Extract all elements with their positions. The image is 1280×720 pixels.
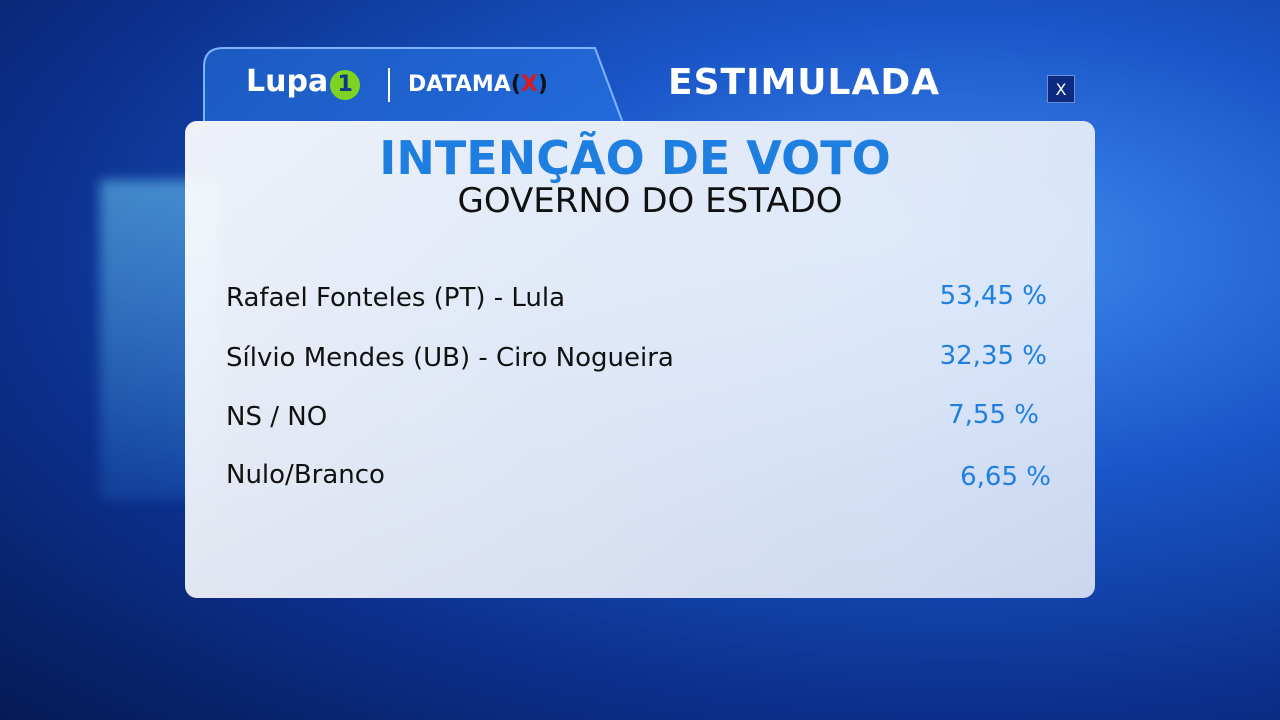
tab-label: ESTIMULADA: [668, 62, 941, 103]
panel-title: INTENÇÃO DE VOTO: [379, 131, 891, 185]
candidate-name: Rafael Fonteles (PT) - Lula: [226, 283, 566, 313]
candidate-name: Sílvio Mendes (UB) - Ciro Nogueira: [226, 343, 674, 373]
brand: Lupa 1: [246, 64, 361, 100]
vote-percentage: 6,65 %: [960, 462, 1051, 492]
partner: DATAMA(X): [408, 72, 548, 97]
separator: [388, 68, 390, 102]
candidate-name: NS / NO: [226, 402, 328, 432]
partner-paren: (: [510, 72, 521, 97]
results-panel: INTENÇÃO DE VOTO GOVERNO DO ESTADO Rafae…: [185, 121, 1095, 598]
partner-name: DATAMA: [408, 72, 511, 97]
vote-percentage: 7,55 %: [948, 400, 1039, 430]
vote-percentage: 32,35 %: [939, 341, 1047, 371]
tab-shape: [203, 47, 625, 127]
brand-name: Lupa: [246, 64, 329, 99]
close-button[interactable]: X: [1047, 75, 1075, 103]
brand-badge: 1: [330, 70, 361, 100]
partner-paren: ): [537, 72, 548, 97]
panel-subtitle: GOVERNO DO ESTADO: [457, 181, 843, 221]
partner-x: X: [520, 72, 538, 97]
vote-percentage: 53,45 %: [939, 281, 1047, 311]
candidate-name: Nulo/Branco: [226, 460, 385, 490]
